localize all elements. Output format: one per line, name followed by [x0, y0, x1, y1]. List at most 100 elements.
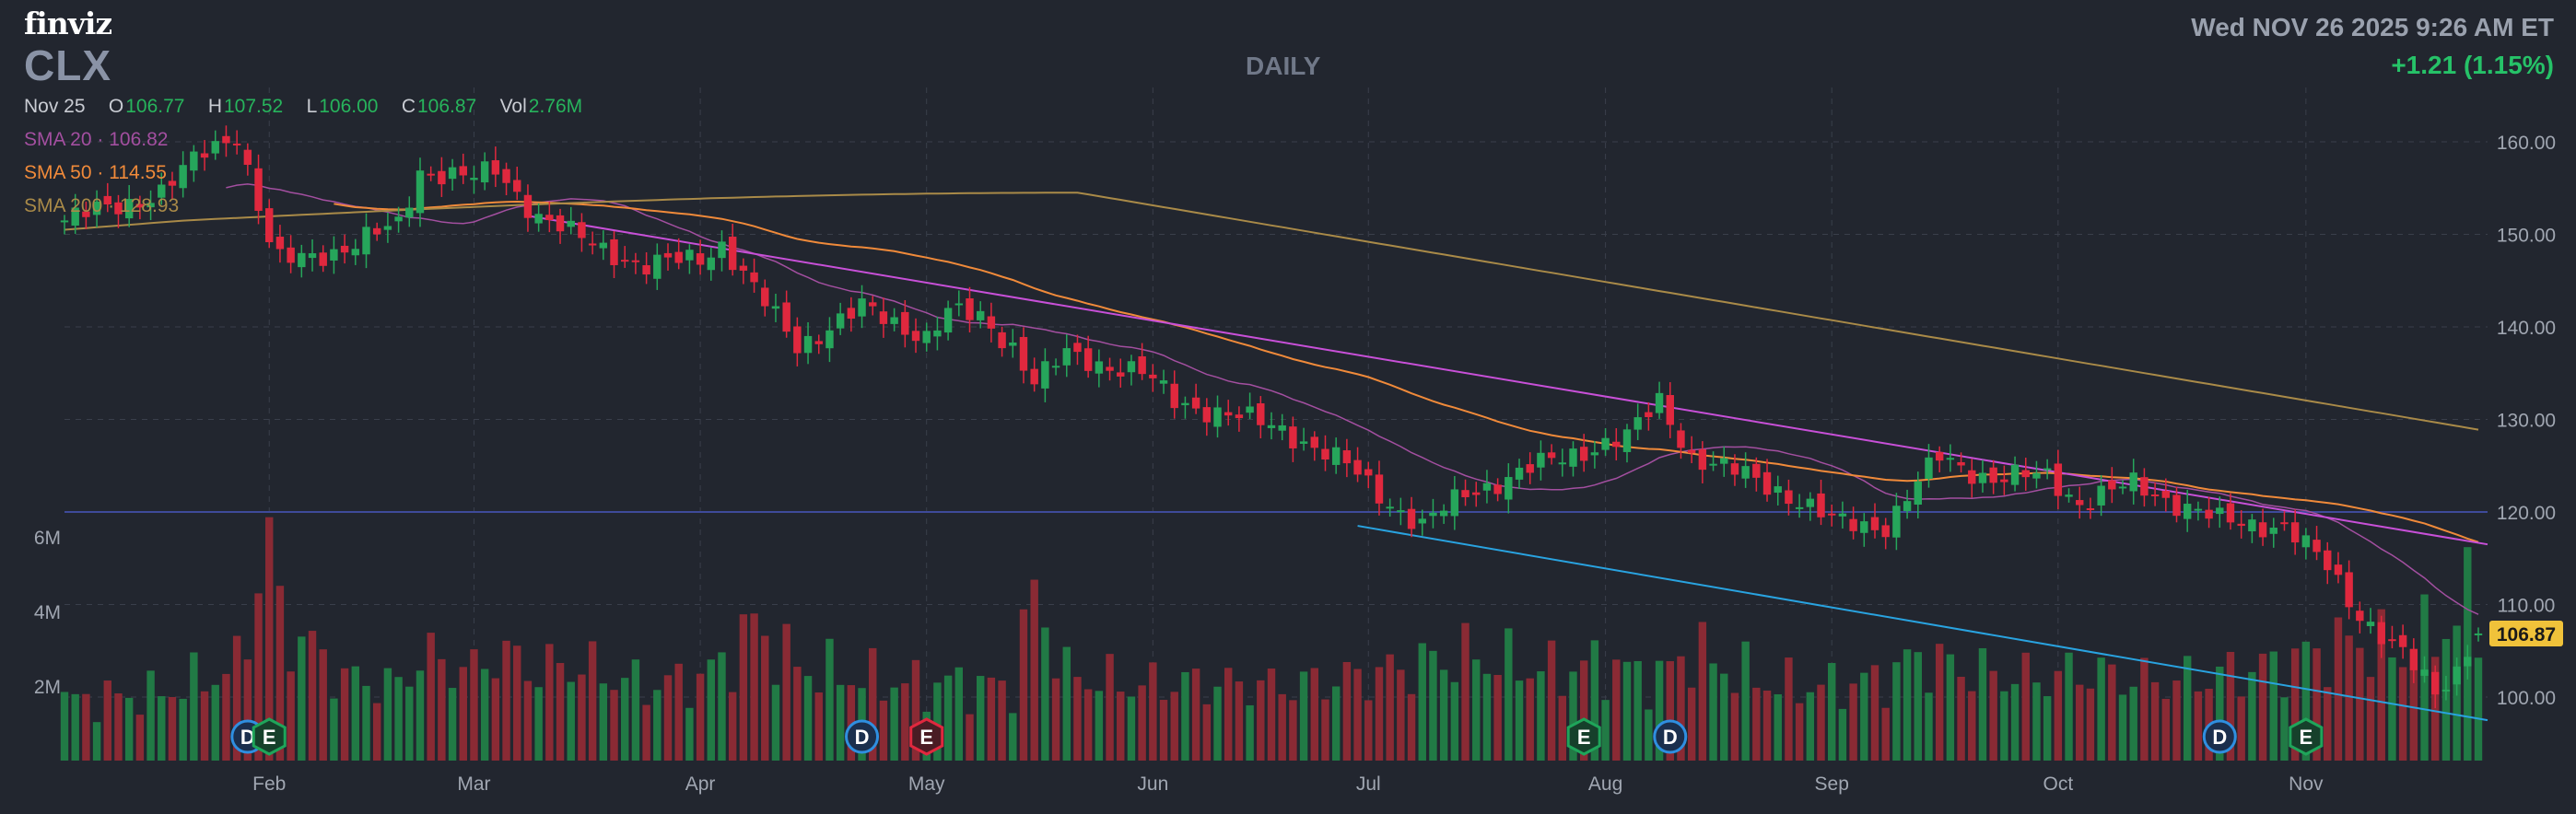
month-tick-label: Aug — [1588, 773, 1622, 795]
volume-bar — [222, 673, 230, 761]
candle-body — [631, 260, 640, 262]
sma50-legend[interactable]: SMA 50 · 114.55 — [24, 162, 167, 183]
candle-body — [1246, 406, 1254, 413]
ohlc-readout: Nov 25 O106.77 H107.52 L106.00 C106.87 V… — [24, 96, 584, 118]
volume-bar — [2065, 652, 2073, 761]
volume-bar — [1579, 660, 1588, 761]
candle-body — [158, 184, 166, 198]
volume-bar — [1019, 609, 1028, 761]
volume-bar — [2269, 651, 2277, 761]
candle-body — [2161, 491, 2171, 498]
timeframe-label[interactable]: DAILY — [1246, 52, 1321, 80]
open-value: 106.77 — [125, 96, 185, 117]
volume-bar — [1838, 708, 1847, 761]
candle-body — [1397, 510, 1405, 513]
candle-body — [1720, 458, 1728, 464]
volume-bar — [911, 659, 920, 761]
candle-body — [2464, 657, 2472, 667]
volume-bar — [1601, 700, 1610, 761]
finviz-logo[interactable]: finviz — [24, 6, 112, 41]
candle-body — [1331, 447, 1341, 465]
event-earnings: E — [252, 717, 287, 756]
candle-body — [782, 302, 790, 332]
candle-body — [1267, 424, 1276, 428]
candle-body — [124, 199, 134, 219]
volume-bar — [1978, 647, 1987, 761]
volume-bar — [2032, 682, 2041, 761]
candle-body — [1450, 489, 1459, 517]
volume-bar — [82, 693, 90, 761]
sma50-line — [334, 200, 2479, 543]
candle-body — [168, 180, 177, 186]
candle-body — [1106, 366, 1114, 371]
volume-bar — [2345, 635, 2353, 761]
volume-bar — [190, 652, 198, 761]
candlesticks — [60, 125, 2483, 709]
sma200-legend[interactable]: SMA 200 · 128.93 — [24, 195, 180, 216]
candle-body — [599, 242, 608, 249]
month-tick-label: May — [908, 773, 945, 795]
candle-body — [1429, 512, 1437, 517]
candle-body — [2097, 485, 2105, 506]
event-label: E — [1577, 726, 1591, 749]
volume-bar — [211, 684, 219, 761]
volume-bar — [427, 633, 435, 761]
candle-body — [1709, 463, 1717, 466]
volume-bar — [1267, 669, 1276, 761]
candle-body — [1041, 361, 1049, 389]
candle-body — [1925, 457, 1933, 480]
price-change: +1.21 (1.15%) — [2391, 51, 2554, 79]
sma20-legend[interactable]: SMA 20 · 106.82 — [24, 129, 169, 150]
price-tick-label: 150.00 — [2497, 226, 2556, 247]
candle-body — [211, 141, 219, 154]
volume-bar — [1235, 681, 1244, 761]
volume-bar — [92, 722, 101, 761]
candle-body — [567, 220, 575, 227]
candle-body — [383, 226, 392, 230]
event-label: E — [263, 726, 276, 749]
volume-bar — [1569, 671, 1577, 761]
candle-body — [502, 169, 510, 183]
candle-body — [814, 341, 823, 344]
volume-bar — [761, 635, 769, 761]
price-tick-label: 100.00 — [2497, 688, 2556, 709]
candle-body — [2237, 523, 2245, 527]
candle-body — [922, 331, 931, 343]
candle-body — [1537, 452, 1545, 468]
volume-bar — [696, 673, 705, 761]
volume-bar — [1762, 690, 1772, 761]
volume-bar — [1062, 646, 1071, 761]
candle-body — [2129, 472, 2137, 492]
candle-body — [1159, 380, 1168, 384]
candle-body — [1235, 414, 1244, 419]
candle-body — [71, 207, 79, 227]
candle-body — [1191, 397, 1200, 409]
volume-bar — [2043, 696, 2052, 761]
candle-body — [1083, 348, 1093, 371]
volume-bar — [1429, 650, 1437, 761]
candle-body — [610, 238, 618, 265]
candle-body — [1849, 518, 1857, 531]
candle-body — [513, 180, 521, 192]
candle-body — [933, 330, 942, 337]
volume-bar — [2431, 657, 2440, 761]
event-dividend: D — [1653, 719, 1688, 754]
volume-bar — [803, 676, 813, 761]
volume-bar — [1386, 654, 1394, 761]
candle-body — [1698, 448, 1707, 471]
candle-body — [319, 252, 327, 266]
volume-bar — [2356, 647, 2364, 761]
trendlines — [527, 215, 2488, 722]
volume-bar — [1946, 654, 1955, 761]
volume-bar — [1505, 628, 1513, 761]
volume-bar — [1622, 661, 1632, 761]
volume-bar — [1849, 683, 1857, 761]
sma50-label: SMA 50 — [24, 162, 92, 183]
candle-body — [901, 311, 909, 335]
volume-bar — [265, 517, 274, 761]
event-label: D — [2212, 726, 2227, 749]
sma20-label: SMA 20 — [24, 129, 92, 150]
volume-bar — [1224, 668, 1233, 761]
volume-bar — [2248, 671, 2256, 761]
